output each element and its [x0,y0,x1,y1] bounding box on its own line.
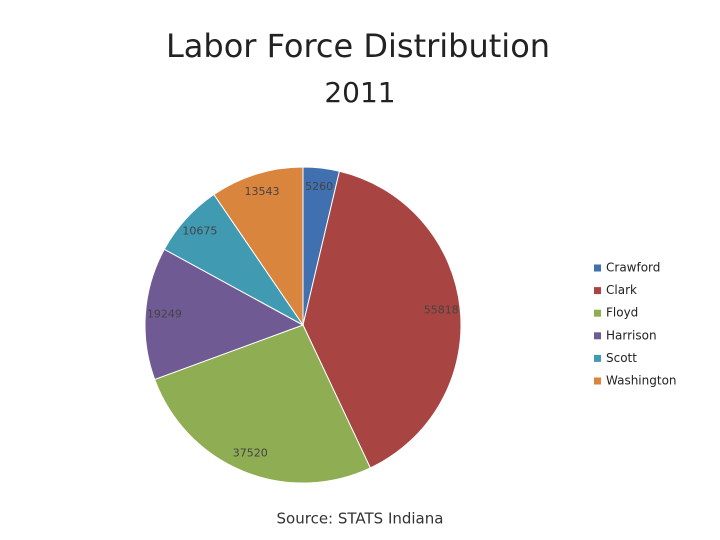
pie-slice [302,170,462,469]
legend-label: Floyd [606,306,638,320]
data-label: 55818 [424,304,459,317]
data-label: 37520 [233,447,268,460]
legend-swatch [594,332,601,340]
legend-label: Scott [606,351,637,365]
legend-label: Harrison [606,328,657,342]
chart-subtitle: 2011 [324,76,395,109]
legend-label: Clark [606,283,637,297]
pie-slice [154,324,372,484]
pie-slice [144,248,305,381]
legend-swatch [594,264,601,272]
legend-swatch [594,309,601,317]
legend-swatch [594,354,601,362]
data-label: 19249 [147,308,182,321]
legend-swatch [594,287,601,295]
pie-slice [213,166,304,327]
data-label: 5260 [305,180,333,193]
legend-label: Washington [606,374,677,388]
legend-swatch [594,377,601,385]
chart-title: Labor Force Distribution [166,27,550,65]
data-label: 10675 [182,225,217,238]
legend-label: Crawford [606,261,660,275]
data-label: 13543 [244,185,279,198]
source-note: Source: STATS Indiana [277,510,444,528]
